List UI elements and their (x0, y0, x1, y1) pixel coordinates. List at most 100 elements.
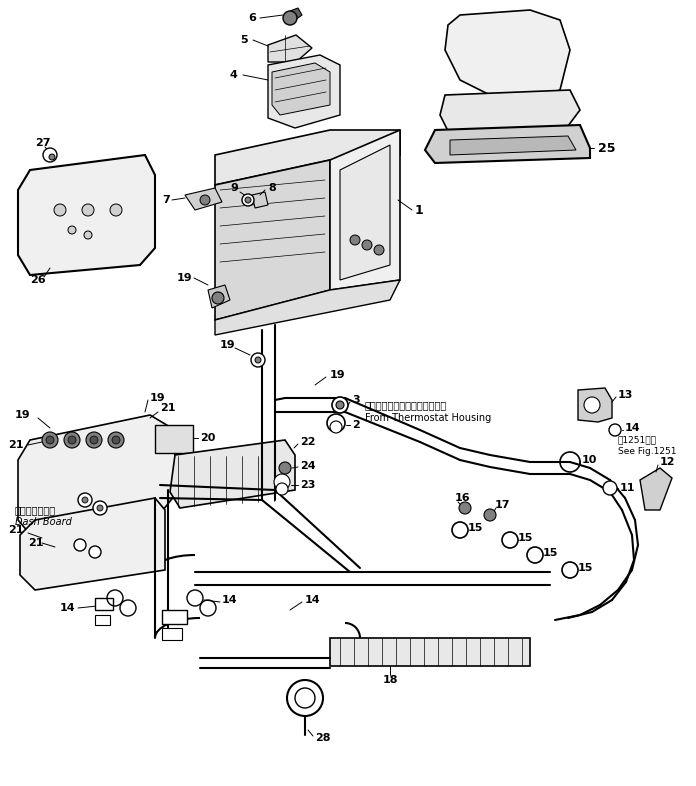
Text: See Fig.1251: See Fig.1251 (618, 447, 677, 457)
Circle shape (332, 397, 348, 413)
Text: 22: 22 (300, 437, 315, 447)
Text: 20: 20 (200, 433, 215, 443)
Circle shape (350, 235, 360, 245)
Circle shape (330, 421, 342, 433)
Circle shape (82, 204, 94, 216)
Circle shape (89, 546, 101, 558)
Text: 4: 4 (230, 70, 238, 80)
Text: From Thermostat Housing: From Thermostat Housing (365, 413, 491, 423)
Text: 21: 21 (160, 403, 175, 413)
Circle shape (242, 194, 254, 206)
Text: 16: 16 (455, 493, 470, 503)
Bar (162, 628, 182, 640)
Text: 17: 17 (495, 500, 510, 510)
Circle shape (68, 226, 76, 234)
Polygon shape (340, 145, 390, 280)
Polygon shape (578, 388, 612, 422)
Circle shape (603, 481, 617, 495)
Polygon shape (170, 440, 295, 508)
Text: 26: 26 (30, 275, 46, 285)
Circle shape (46, 436, 54, 444)
Polygon shape (215, 280, 400, 335)
Polygon shape (425, 125, 590, 163)
Text: 14: 14 (60, 603, 76, 613)
Circle shape (49, 154, 55, 160)
Circle shape (584, 397, 600, 413)
Text: 14: 14 (625, 423, 640, 433)
Polygon shape (330, 130, 400, 290)
Bar (155, 425, 193, 453)
Circle shape (64, 432, 80, 448)
Text: 21: 21 (8, 525, 24, 535)
Text: 10: 10 (582, 455, 597, 465)
Circle shape (86, 432, 102, 448)
Text: 6: 6 (248, 13, 256, 23)
Circle shape (283, 11, 297, 25)
Circle shape (43, 148, 57, 162)
Text: 8: 8 (268, 183, 276, 193)
Circle shape (336, 401, 344, 409)
Text: 11: 11 (620, 483, 635, 493)
Polygon shape (640, 468, 672, 510)
Circle shape (212, 292, 224, 304)
Polygon shape (268, 35, 312, 62)
Circle shape (327, 414, 345, 432)
Text: 18: 18 (382, 675, 397, 685)
Text: 14: 14 (222, 595, 237, 605)
Circle shape (274, 474, 290, 490)
Polygon shape (208, 285, 230, 308)
Circle shape (279, 462, 291, 474)
Circle shape (78, 493, 92, 507)
Text: サーモスタットハウジングから: サーモスタットハウジングから (365, 400, 448, 410)
Text: 図1251参照: 図1251参照 (618, 435, 657, 445)
Text: 15: 15 (518, 533, 533, 543)
Text: 15: 15 (543, 548, 558, 558)
Polygon shape (20, 498, 165, 590)
Text: 23: 23 (300, 480, 315, 490)
Circle shape (255, 357, 261, 363)
Text: 21: 21 (28, 538, 43, 548)
Polygon shape (445, 10, 570, 100)
Polygon shape (185, 188, 222, 210)
Bar (162, 610, 187, 624)
Circle shape (68, 436, 76, 444)
Polygon shape (18, 155, 155, 275)
Bar (330, 638, 530, 666)
Polygon shape (268, 55, 340, 128)
Bar (95, 598, 113, 610)
Text: 9: 9 (230, 183, 238, 193)
Polygon shape (450, 136, 576, 155)
Circle shape (42, 432, 58, 448)
Text: 19: 19 (176, 273, 192, 283)
Circle shape (609, 424, 621, 436)
Text: 24: 24 (300, 461, 315, 471)
Text: 7: 7 (162, 195, 170, 205)
Text: 12: 12 (660, 457, 676, 467)
Text: 21: 21 (8, 440, 24, 450)
Text: 15: 15 (578, 563, 594, 573)
Text: 19: 19 (220, 340, 236, 350)
Circle shape (362, 240, 372, 250)
Polygon shape (440, 90, 580, 135)
Circle shape (74, 539, 86, 551)
Text: 14: 14 (305, 595, 321, 605)
Text: 19: 19 (330, 370, 346, 380)
Circle shape (54, 204, 66, 216)
Text: 27: 27 (35, 138, 51, 148)
Polygon shape (215, 160, 330, 320)
Circle shape (108, 432, 124, 448)
Text: 3: 3 (352, 395, 360, 405)
Text: 25: 25 (598, 141, 615, 155)
Text: 19: 19 (150, 393, 166, 403)
Circle shape (97, 505, 103, 511)
Text: 15: 15 (468, 523, 484, 533)
Circle shape (459, 502, 471, 514)
Circle shape (90, 436, 98, 444)
Circle shape (110, 204, 122, 216)
Circle shape (93, 501, 107, 515)
Polygon shape (18, 415, 175, 540)
Circle shape (276, 483, 288, 495)
Text: 28: 28 (315, 733, 331, 743)
Text: 5: 5 (240, 35, 248, 45)
Polygon shape (272, 63, 330, 115)
